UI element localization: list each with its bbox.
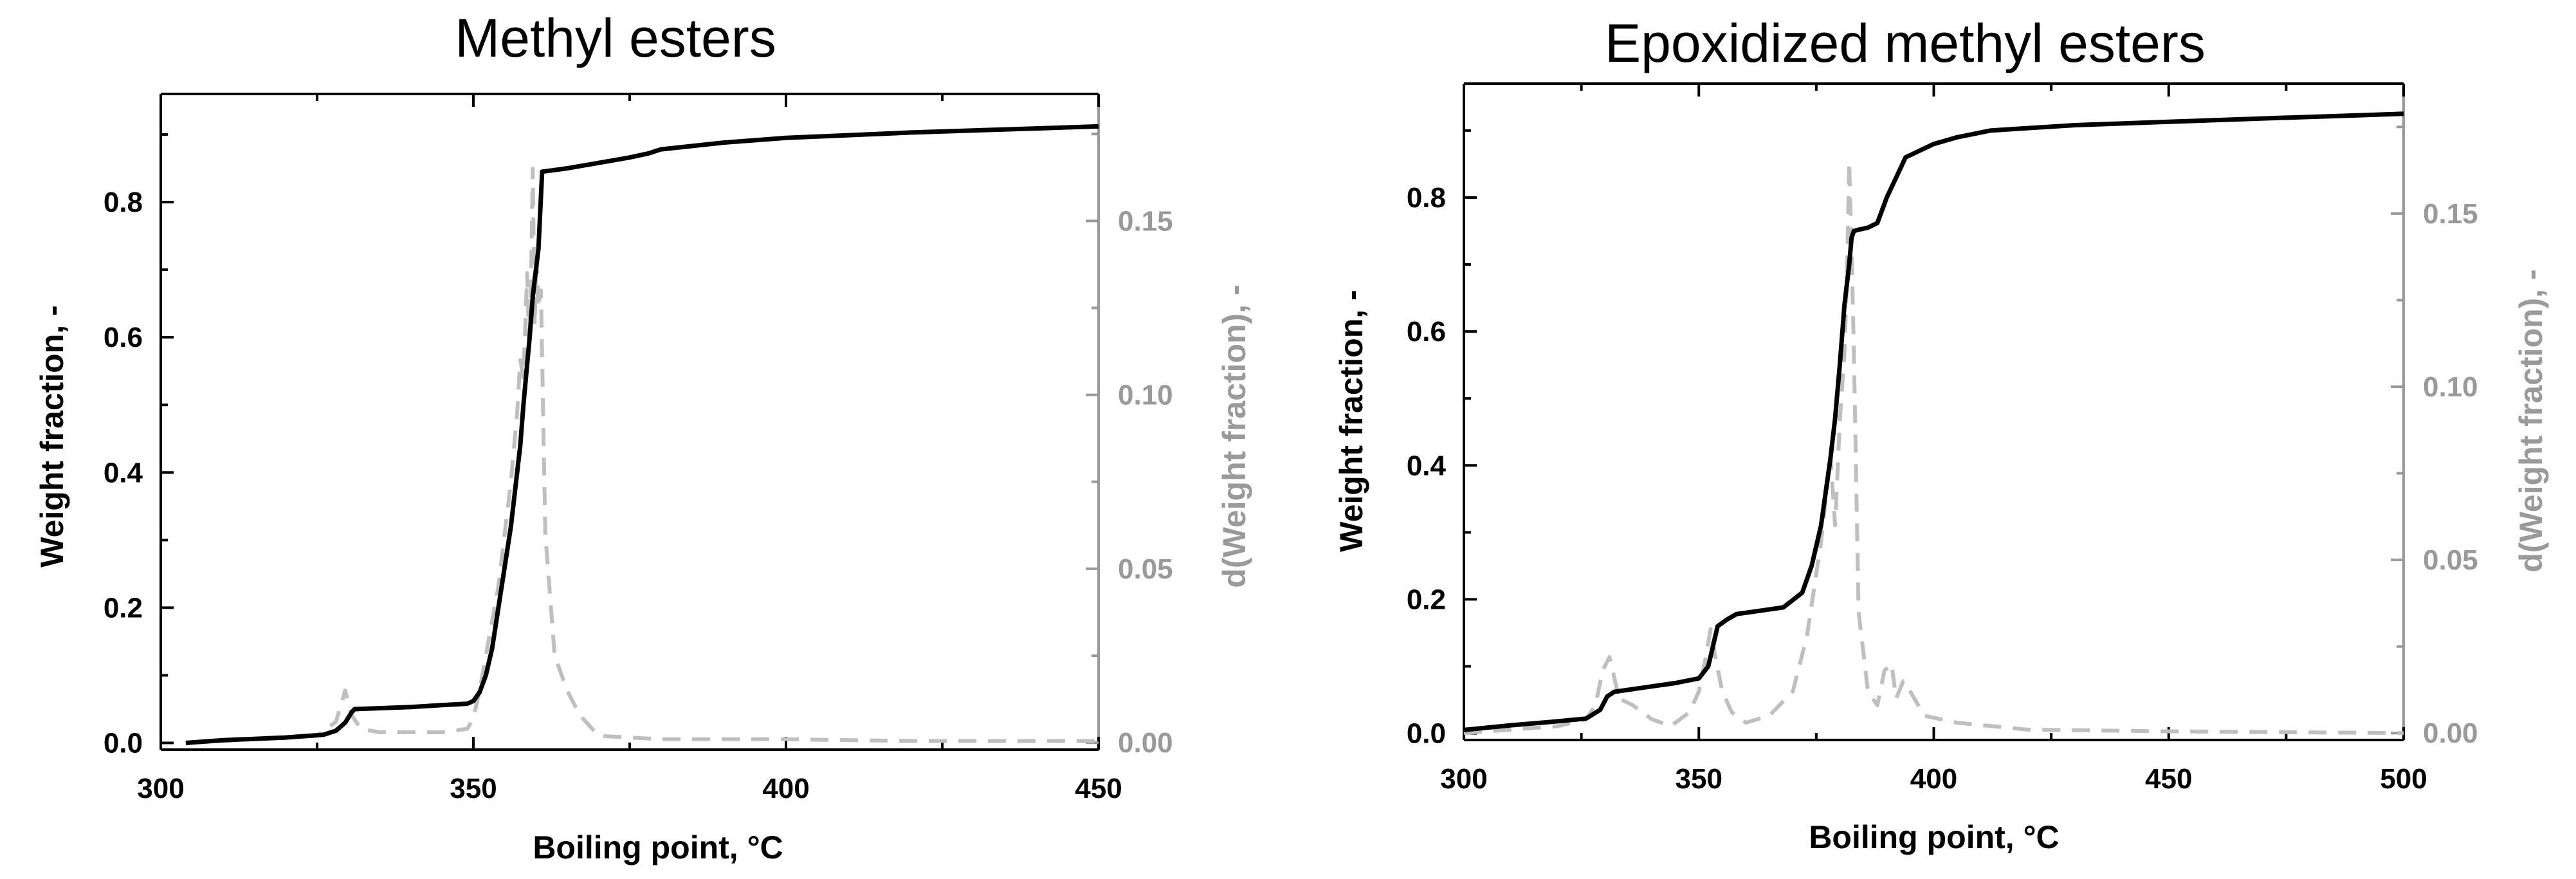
x-tick-label: 300	[137, 773, 184, 804]
y2-tick-label: 0.00	[1118, 727, 1173, 759]
y-tick-label: 0.4	[1407, 450, 1447, 481]
chart-title: Methyl esters	[455, 8, 776, 68]
y-tick-label: 0.8	[1407, 182, 1446, 214]
y-axis-title: Weight fraction, -	[34, 305, 70, 567]
chart-epoxidized-methyl-esters: Epoxidized methyl esters Boiling point, …	[1333, 13, 2549, 855]
y-tick-label: 0.2	[104, 592, 143, 624]
x-tick-label: 400	[762, 773, 809, 804]
x-axis-title: Boiling point, °C	[533, 829, 783, 865]
y-tick-label: 0.6	[1407, 316, 1446, 347]
x-tick-label: 400	[1910, 763, 1957, 795]
cumulative-series-line	[185, 124, 1099, 745]
y-tick-label: 0.0	[1407, 718, 1446, 750]
chart-title: Epoxidized methyl esters	[1605, 13, 2206, 73]
y2-tick-label: 0.10	[1118, 380, 1173, 411]
y2-tick-label: 0.05	[2423, 544, 2478, 576]
x-tick-label: 350	[1676, 763, 1722, 795]
x-tick-label: 350	[450, 773, 497, 804]
y-tick-label: 0.8	[104, 187, 143, 218]
x-tick-label: 450	[1075, 773, 1122, 804]
chart-methyl-esters: Methyl esters Boiling point, °C Weight f…	[34, 8, 1252, 865]
cumulative-series-line	[1463, 111, 2404, 732]
derivative-series-line	[1463, 160, 2404, 736]
y2-tick-label: 0.15	[2423, 198, 2478, 230]
y-tick-label: 0.6	[104, 322, 143, 353]
x-tick-label: 500	[2380, 763, 2427, 795]
y2-tick-label: 0.15	[1118, 205, 1173, 237]
derivative-series-line	[185, 167, 1099, 745]
y2-axis-title: d(Weight fraction), -	[2513, 269, 2549, 572]
x-tick-label: 300	[1440, 763, 1487, 795]
y-tick-label: 0.4	[104, 457, 143, 488]
y2-tick-label: 0.10	[2423, 371, 2478, 403]
y2-tick-label: 0.00	[2423, 717, 2478, 749]
x-tick-label: 450	[2145, 763, 2192, 795]
y-tick-label: 0.2	[1407, 584, 1446, 615]
y2-axis-title: d(Weight fraction), -	[1216, 284, 1252, 588]
y2-tick-label: 0.05	[1118, 553, 1173, 585]
y-axis-title: Weight fraction, -	[1333, 290, 1369, 551]
x-axis-title: Boiling point, °C	[1809, 819, 2059, 855]
y-tick-label: 0.0	[104, 727, 143, 759]
